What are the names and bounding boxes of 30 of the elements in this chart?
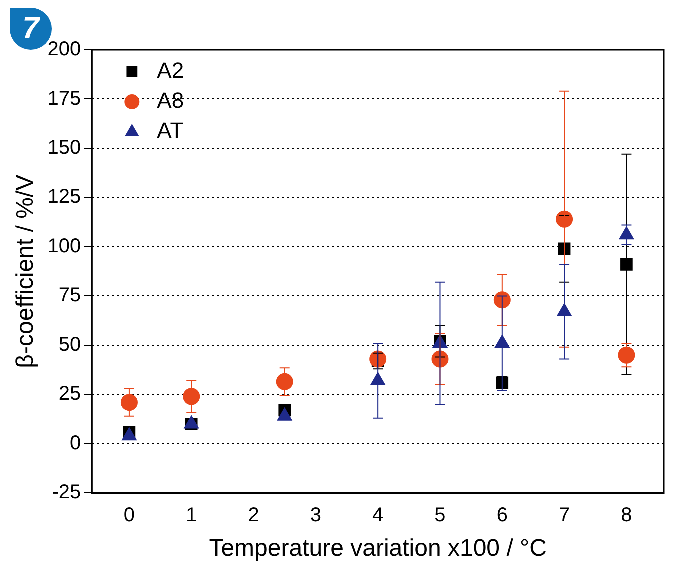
y-tick-label: 125 (48, 186, 82, 208)
x-tick-label: 1 (186, 504, 198, 527)
y-axis-title: β-coefficient / %/V (12, 174, 40, 368)
y-tick-label: 75 (58, 284, 82, 307)
y-tick-label: 25 (58, 383, 82, 406)
legend-label: AT (157, 118, 184, 144)
point (276, 373, 294, 390)
x-tick-label: 0 (124, 504, 136, 527)
legend-label: A2 (157, 58, 184, 84)
legend-label: A8 (157, 88, 184, 114)
y-tick-label: 50 (58, 334, 82, 356)
point (620, 258, 633, 271)
y-tick-label: 0 (70, 432, 82, 454)
point (618, 346, 636, 364)
y-tick-label: 150 (48, 137, 82, 160)
y-tick-label: 175 (48, 88, 82, 110)
x-tick-label: 8 (621, 504, 632, 527)
point (120, 394, 138, 412)
y-tick-label: 100 (48, 235, 82, 258)
x-tick-label: 2 (248, 504, 260, 527)
x-tick-label: 4 (372, 504, 384, 527)
y-tick-label: 200 (48, 38, 82, 61)
x-tick-label: 3 (310, 504, 322, 527)
text: 7 (22, 12, 40, 45)
point (183, 388, 200, 406)
x-axis-title: Temperature variation x100 / °C (209, 535, 547, 562)
x-tick-label: 6 (496, 504, 508, 527)
y-tick-label: -25 (52, 482, 82, 504)
x-tick-label: 5 (434, 504, 446, 527)
x-tick-label: 7 (558, 504, 570, 527)
